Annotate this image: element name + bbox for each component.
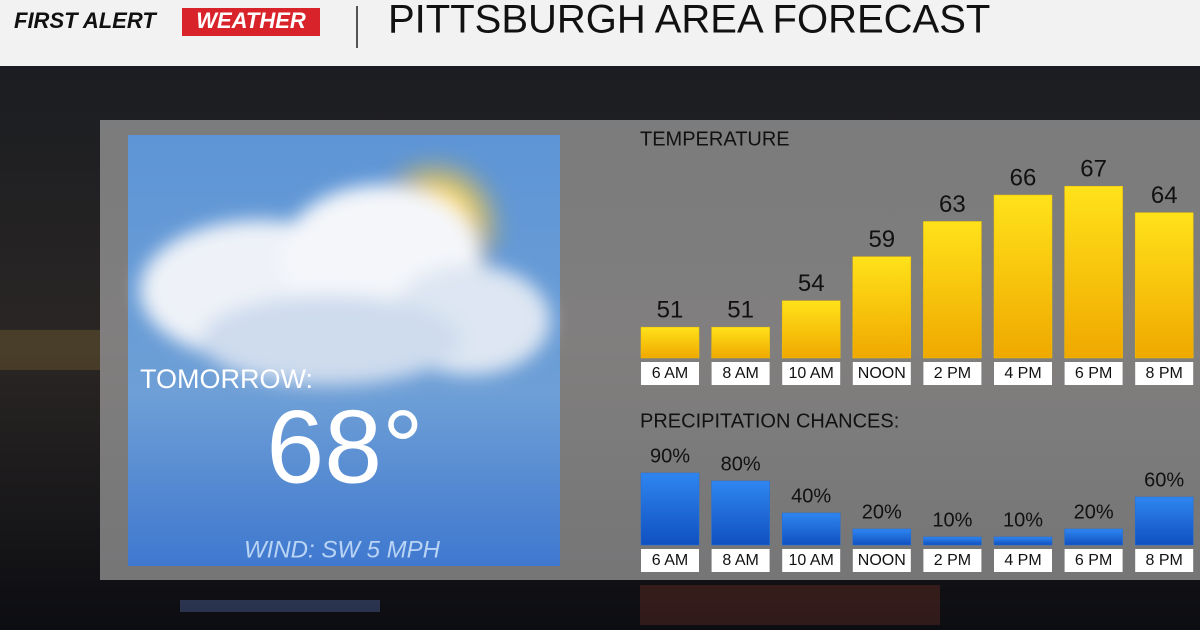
category-box: [852, 549, 911, 572]
bar: [1064, 185, 1123, 359]
chart-title: PRECIPITATION CHANCES:: [640, 410, 899, 432]
category-box: [1064, 549, 1123, 572]
category-box: [994, 362, 1052, 385]
x-tick-label: 8 PM: [1146, 552, 1183, 569]
value-label: 67: [1080, 156, 1107, 183]
wind-label: WIND: SW 5 MPH: [244, 536, 441, 563]
category-box: [711, 362, 770, 385]
bar: [852, 256, 912, 359]
value-label: 64: [1151, 182, 1178, 209]
header-title: PITTSBURGH AREA FORECAST: [388, 0, 990, 42]
bar: [993, 536, 1053, 546]
logo-box: [182, 8, 320, 36]
x-tick-label: 10 AM: [789, 552, 834, 569]
value-label: 20%: [862, 501, 902, 523]
category-box: [711, 549, 770, 572]
bar: [1134, 496, 1194, 546]
category-box: [641, 549, 699, 572]
value-label: 51: [657, 297, 684, 324]
x-tick-label: 4 PM: [1004, 365, 1041, 382]
cloud: [140, 155, 550, 385]
x-tick-label: 4 PM: [1004, 552, 1041, 569]
bar: [711, 326, 770, 359]
value-label: 54: [798, 270, 825, 297]
category-box: [923, 362, 982, 385]
category-box: [1135, 362, 1194, 385]
category-box: [994, 549, 1052, 572]
tomorrow-label: TOMORROW:: [140, 364, 313, 394]
x-tick-label: 2 PM: [934, 365, 971, 382]
category-box: [1064, 362, 1123, 385]
value-label: 63: [939, 191, 966, 218]
logo-weather: WEATHER: [196, 8, 306, 33]
value-label: 40%: [791, 485, 831, 507]
bar: [852, 528, 912, 546]
x-tick-label: NOON: [858, 552, 906, 569]
x-tick-label: 6 AM: [652, 552, 688, 569]
value-label: 60%: [1144, 469, 1184, 491]
bar: [923, 221, 982, 359]
value-label: 59: [868, 226, 895, 253]
x-tick-label: 6 AM: [652, 365, 688, 382]
value-label: 66: [1010, 164, 1037, 191]
bar: [923, 536, 982, 546]
bar: [781, 512, 841, 546]
value-label: 20%: [1074, 501, 1114, 523]
bar: [640, 472, 700, 546]
value-label: 90%: [650, 445, 690, 467]
x-tick-label: 6 PM: [1075, 552, 1112, 569]
x-tick-label: 8 AM: [722, 552, 758, 569]
city-lights: [0, 330, 940, 625]
x-tick-label: 10 AM: [789, 365, 834, 382]
bar: [711, 480, 770, 546]
bar: [640, 326, 700, 359]
x-tick-label: 2 PM: [934, 552, 971, 569]
bar: [993, 194, 1053, 359]
chart-title: TEMPERATURE: [640, 128, 790, 150]
x-tick-label: 6 PM: [1075, 365, 1112, 382]
bar: [1064, 528, 1123, 546]
category-box: [641, 362, 699, 385]
value-label: 10%: [932, 509, 972, 531]
bar: [781, 300, 841, 359]
category-box: [852, 362, 911, 385]
category-box: [1135, 549, 1194, 572]
tomorrow-temperature: 68°: [266, 389, 423, 505]
value-label: 80%: [721, 453, 761, 475]
x-tick-label: 8 AM: [722, 365, 758, 382]
logo-first-alert: FIRST ALERT: [14, 8, 157, 33]
category-box: [923, 549, 982, 572]
category-box: [782, 549, 841, 572]
bar: [1134, 212, 1194, 359]
category-box: [782, 362, 841, 385]
x-tick-label: NOON: [858, 365, 906, 382]
x-tick-label: 8 PM: [1146, 365, 1183, 382]
value-label: 10%: [1003, 509, 1043, 531]
value-label: 51: [727, 297, 754, 324]
